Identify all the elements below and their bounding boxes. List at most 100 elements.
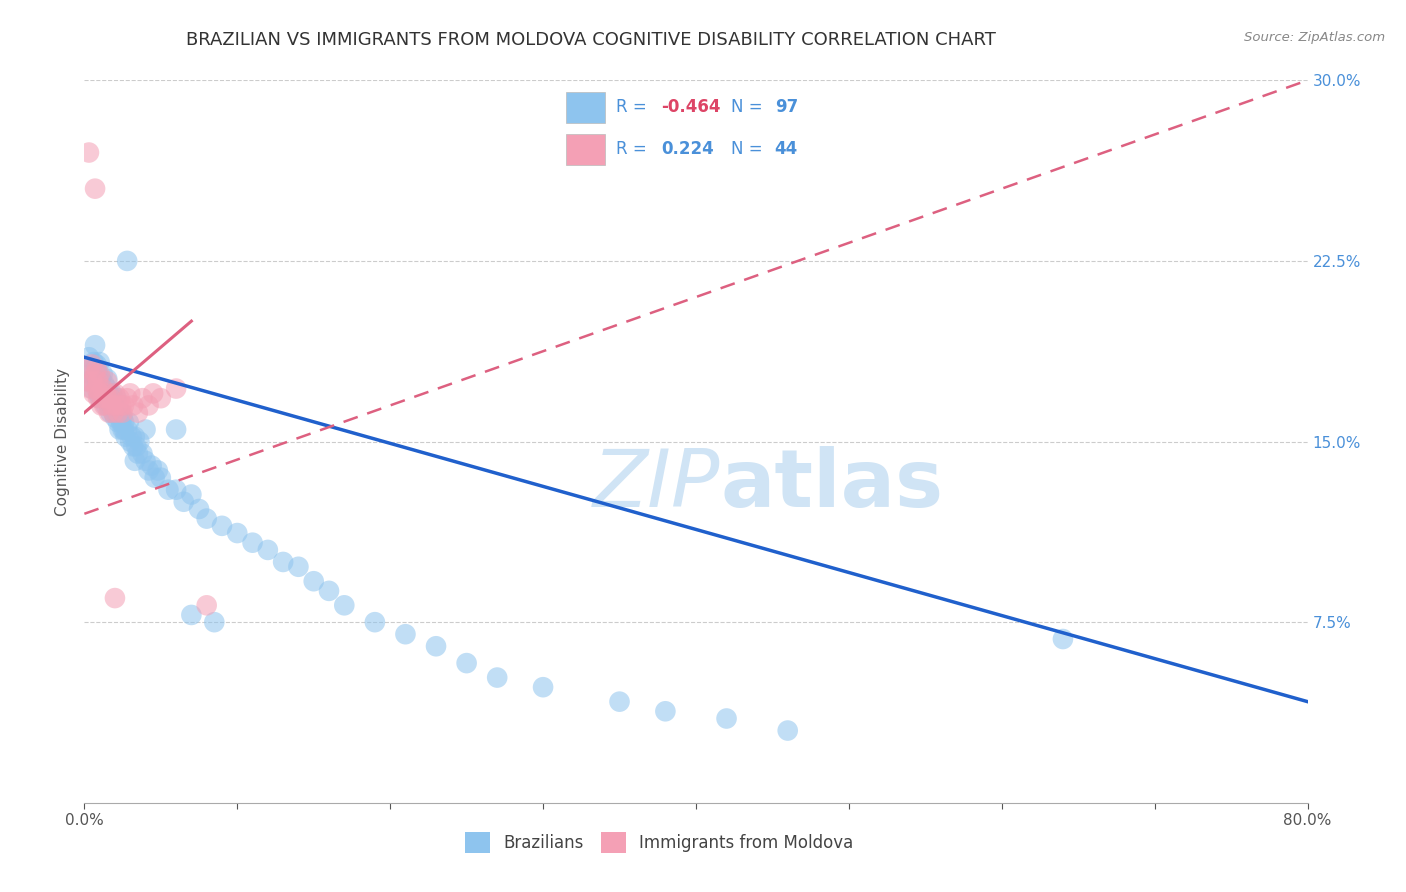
Point (86, 382, 108, 396)
Text: ZIP: ZIP (593, 446, 720, 524)
Point (103, 406, 125, 420)
Point (96, 372, 118, 386)
Point (127, 446, 149, 460)
Point (115, 253, 138, 268)
Point (83, 355, 105, 369)
Point (141, 458, 163, 473)
Point (114, 430, 136, 444)
Point (112, 415, 135, 429)
Point (138, 398, 160, 412)
Point (135, 454, 157, 468)
Text: Source: ZipAtlas.com: Source: ZipAtlas.com (1244, 31, 1385, 45)
Point (93, 376, 115, 391)
Point (120, 386, 142, 401)
Text: -0.464: -0.464 (661, 98, 720, 117)
Point (146, 463, 169, 477)
Point (111, 406, 134, 420)
Point (115, 422, 138, 436)
Point (77, 362, 100, 376)
Point (110, 415, 132, 429)
Point (80, 382, 103, 396)
Text: N =: N = (731, 98, 768, 117)
Point (80, 358, 103, 372)
Point (98, 391, 121, 405)
Point (79, 382, 101, 396)
Legend: Brazilians, Immigrants from Moldova: Brazilians, Immigrants from Moldova (458, 826, 860, 860)
Text: R =: R = (616, 98, 652, 117)
Point (333, 599, 356, 613)
Point (271, 555, 294, 569)
Point (165, 483, 187, 497)
Point (76, 374, 98, 388)
Text: 0.224: 0.224 (661, 140, 714, 159)
Point (149, 470, 172, 484)
Point (98, 406, 121, 420)
Point (111, 410, 134, 425)
Point (486, 671, 509, 685)
Point (1052, 632, 1074, 646)
Point (180, 487, 202, 501)
Point (716, 712, 738, 726)
Point (456, 656, 478, 670)
Point (91, 367, 114, 381)
Point (105, 391, 128, 405)
Point (226, 526, 249, 541)
Point (242, 535, 264, 549)
Point (120, 434, 142, 449)
Point (79, 367, 101, 381)
Point (173, 494, 195, 508)
Point (104, 386, 127, 401)
Point (96, 391, 118, 405)
Point (188, 502, 211, 516)
Point (124, 430, 146, 444)
Point (108, 410, 131, 425)
Point (80, 362, 103, 376)
Point (425, 639, 447, 653)
Point (101, 398, 124, 412)
Point (89, 367, 111, 381)
Point (101, 386, 124, 401)
Point (97, 406, 120, 420)
Point (86, 358, 108, 372)
Point (111, 422, 134, 436)
FancyBboxPatch shape (567, 134, 605, 165)
Point (149, 391, 172, 405)
Point (96, 374, 118, 388)
Point (87, 391, 110, 405)
Point (103, 391, 125, 405)
Point (89, 355, 111, 369)
Point (776, 723, 799, 738)
Point (211, 518, 233, 533)
Y-axis label: Cognitive Disability: Cognitive Disability (55, 368, 70, 516)
Point (93, 398, 115, 412)
Point (180, 607, 202, 622)
Point (165, 382, 187, 396)
Point (125, 439, 148, 453)
Point (118, 415, 141, 429)
Point (115, 391, 138, 405)
Point (143, 470, 166, 484)
Point (87, 367, 110, 381)
Point (89, 374, 111, 388)
Point (108, 391, 131, 405)
Point (84, 181, 107, 195)
Point (97, 386, 120, 401)
Point (364, 615, 387, 630)
Point (110, 406, 132, 420)
Point (157, 483, 180, 497)
Point (87, 374, 110, 388)
Point (122, 439, 145, 453)
Point (86, 374, 108, 388)
Point (128, 434, 150, 449)
Point (84, 338, 107, 352)
Point (135, 422, 157, 436)
Point (84, 367, 107, 381)
Point (302, 574, 325, 589)
Point (103, 406, 125, 420)
Text: atlas: atlas (720, 446, 943, 524)
Point (108, 422, 131, 436)
Point (122, 398, 145, 412)
Text: BRAZILIAN VS IMMIGRANTS FROM MOLDOVA COGNITIVE DISABILITY CORRELATION CHART: BRAZILIAN VS IMMIGRANTS FROM MOLDOVA COG… (186, 31, 995, 49)
Point (257, 542, 280, 557)
Point (93, 391, 115, 405)
